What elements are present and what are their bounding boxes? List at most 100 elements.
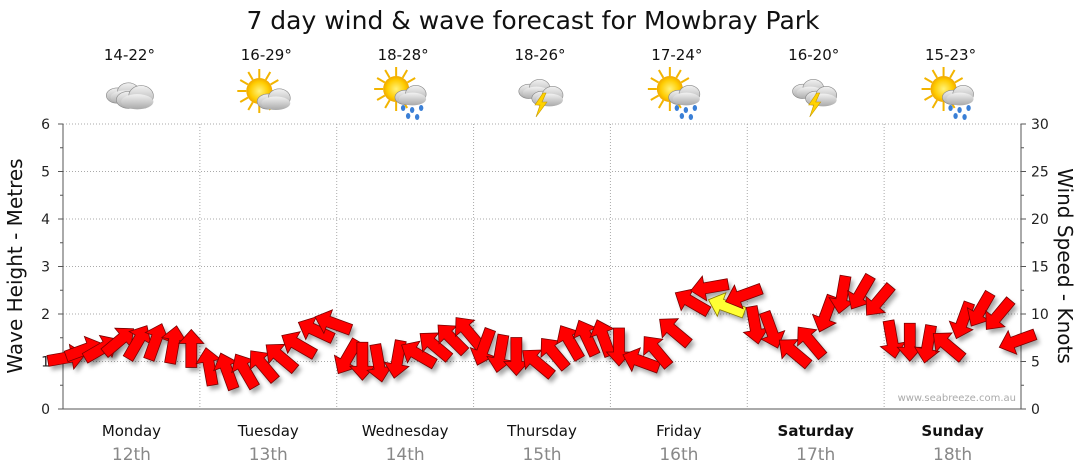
y-ticks-left: 0 1 2 3 4 5 6 xyxy=(41,117,63,418)
y-tick-label-right: 5 xyxy=(1031,355,1040,371)
temperature-label: 16-20° xyxy=(788,46,839,64)
weather-icon-cloudy xyxy=(105,82,154,110)
temperature-label: 18-26° xyxy=(514,46,565,64)
wind-arrow xyxy=(865,282,896,316)
wind-arrow xyxy=(419,332,454,363)
day-name-label: Saturday xyxy=(778,422,855,440)
wind-arrow xyxy=(333,337,363,375)
day-date-label: 18th xyxy=(933,445,972,465)
y-tick-label-left: 1 xyxy=(41,355,50,371)
raindrop-icon xyxy=(957,107,962,113)
cloud-icon xyxy=(121,94,154,110)
cloud-icon xyxy=(261,96,291,111)
wind-arrow xyxy=(401,340,438,370)
wind-arrow xyxy=(778,339,813,370)
wind-arrow xyxy=(828,274,855,315)
y-ticks-right: 0 5 10 15 20 25 30 xyxy=(1021,117,1049,418)
sun-ray xyxy=(650,77,660,84)
raindrop-icon xyxy=(688,114,694,120)
wind-arrow xyxy=(314,309,354,336)
wind-arrow xyxy=(195,347,222,387)
day-name-label: Friday xyxy=(656,422,702,440)
sun-ray xyxy=(657,69,665,79)
day-date-label: 14th xyxy=(386,445,425,465)
weather-icon-sun-showers xyxy=(921,67,974,120)
y-axis-label-left: Wave Height - Metres xyxy=(3,158,27,373)
sun-ray xyxy=(924,77,933,84)
y-tick-label-left: 4 xyxy=(41,212,50,228)
wind-arrow xyxy=(674,288,712,318)
wind-arrow xyxy=(540,337,571,372)
temperature-label: 16-29° xyxy=(241,46,292,64)
wind-arrow xyxy=(725,283,764,310)
day-labels: Monday 12th Tuesday 13th Wednesday 14th Thursd… xyxy=(102,422,984,465)
sun-ray xyxy=(924,94,933,101)
raindrop-icon xyxy=(948,105,953,111)
wind-arrow xyxy=(231,353,260,391)
day-name-label: Tuesday xyxy=(237,422,299,440)
sun-ray xyxy=(384,69,391,79)
day-name-label: Wednesday xyxy=(362,422,449,440)
day-date-label: 13th xyxy=(249,445,288,465)
weather-icon-partly-cloudy xyxy=(237,69,291,113)
wind-arrow xyxy=(249,350,280,384)
temperature-label: 14-22° xyxy=(104,46,155,64)
y-tick-label-right: 30 xyxy=(1031,117,1049,133)
cloud-icon xyxy=(946,92,974,106)
wind-arrow xyxy=(556,325,585,362)
y-tick-label-right: 25 xyxy=(1031,165,1049,181)
sun-ray xyxy=(931,99,938,109)
day-date-label: 15th xyxy=(522,445,561,465)
y-tick-label-right: 0 xyxy=(1031,402,1040,418)
sun-ray xyxy=(264,71,272,81)
weather-icon-storm xyxy=(518,79,564,118)
raindrop-icon xyxy=(953,113,958,119)
raindrop-icon xyxy=(692,105,698,111)
raindrop-icon xyxy=(966,105,971,111)
raindrop-icon xyxy=(400,105,406,111)
sun-ray xyxy=(680,77,690,84)
sun-ray xyxy=(247,101,254,111)
wind-arrow xyxy=(469,327,497,366)
sun-ray xyxy=(376,77,386,84)
day-date-label: 17th xyxy=(796,445,835,465)
wind-arrow xyxy=(297,316,336,344)
y-tick-label-left: 3 xyxy=(41,260,50,276)
wind-arrow xyxy=(932,332,967,363)
y-tick-label-right: 20 xyxy=(1031,212,1049,228)
wind-arrow xyxy=(265,343,300,375)
sun-ray xyxy=(406,77,416,84)
wind-arrow xyxy=(998,328,1038,355)
wind-arrow xyxy=(366,343,393,383)
wind-arrow xyxy=(281,331,319,360)
y-tick-label-left: 5 xyxy=(41,165,50,181)
y-tick-label-left: 6 xyxy=(41,117,50,133)
wind-arrow xyxy=(847,272,876,310)
wind-arrow xyxy=(502,337,530,377)
weather-icon-sun-showers xyxy=(647,67,701,120)
watermark: www.seabreeze.com.au xyxy=(898,393,1016,404)
raindrop-icon xyxy=(405,113,411,119)
wind-arrow xyxy=(659,318,693,349)
raindrop-icon xyxy=(414,114,420,120)
raindrop-icon xyxy=(679,113,685,119)
sun-ray xyxy=(657,99,665,109)
temperature-label: 17-24° xyxy=(651,46,702,64)
y-tick-label-right: 10 xyxy=(1031,307,1049,323)
wind-arrow xyxy=(742,305,769,345)
sun-ray xyxy=(239,79,249,86)
wind-arrow xyxy=(643,336,674,370)
raindrop-icon xyxy=(418,105,424,111)
weather-icon-storm xyxy=(792,79,838,118)
raindrop-icon xyxy=(683,107,689,113)
wind-arrow xyxy=(690,275,730,302)
wind-arrow xyxy=(966,289,996,327)
sun-ray xyxy=(384,99,391,109)
y-tick-label-left: 0 xyxy=(41,402,50,418)
chart-title: 7 day wind & wave forecast for Mowbray P… xyxy=(246,6,820,35)
y-tick-label-right: 15 xyxy=(1031,260,1049,276)
lightning-icon xyxy=(808,92,822,118)
y-tick-label-left: 2 xyxy=(41,307,50,323)
lightning-icon xyxy=(534,92,548,118)
